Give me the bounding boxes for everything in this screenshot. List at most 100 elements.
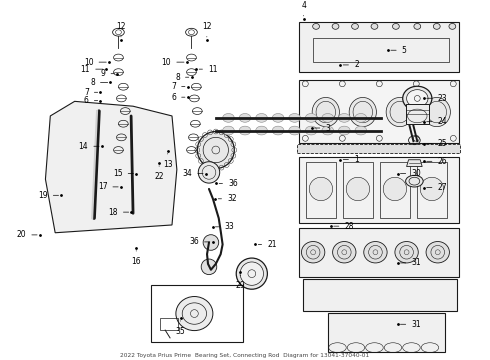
Bar: [306, 162, 336, 218]
Ellipse shape: [203, 235, 219, 250]
Text: 33: 33: [215, 222, 234, 231]
Text: 28: 28: [334, 222, 354, 231]
Text: 4: 4: [301, 1, 306, 16]
Text: 11: 11: [81, 65, 103, 74]
Bar: [150, 285, 243, 342]
Ellipse shape: [198, 162, 220, 183]
Ellipse shape: [333, 242, 356, 263]
Text: 27: 27: [427, 183, 447, 192]
Ellipse shape: [222, 113, 234, 122]
Bar: [417, 162, 446, 218]
Text: 10: 10: [84, 58, 106, 67]
Text: 36: 36: [219, 179, 238, 188]
Text: 3: 3: [315, 123, 330, 132]
Text: 20: 20: [17, 230, 37, 239]
Ellipse shape: [433, 23, 440, 29]
Text: 18: 18: [108, 208, 129, 217]
Ellipse shape: [383, 177, 407, 201]
Ellipse shape: [322, 126, 334, 135]
Text: 11: 11: [199, 65, 218, 74]
Bar: [298, 22, 459, 72]
Ellipse shape: [403, 86, 432, 111]
Ellipse shape: [364, 242, 387, 263]
Ellipse shape: [256, 113, 268, 122]
Bar: [298, 157, 459, 223]
Ellipse shape: [346, 177, 369, 201]
Text: 12: 12: [116, 22, 126, 37]
Ellipse shape: [201, 259, 217, 275]
Polygon shape: [46, 102, 177, 233]
Ellipse shape: [426, 242, 449, 263]
Ellipse shape: [239, 113, 251, 122]
Text: 14: 14: [79, 142, 99, 151]
Text: 32: 32: [218, 194, 237, 203]
Ellipse shape: [197, 131, 234, 168]
Text: 36: 36: [189, 237, 210, 246]
Ellipse shape: [420, 177, 443, 201]
Ellipse shape: [339, 126, 350, 135]
Ellipse shape: [176, 297, 213, 330]
Text: 8: 8: [175, 73, 189, 82]
Text: 16: 16: [131, 251, 141, 266]
Bar: [296, 144, 460, 153]
Text: 25: 25: [427, 139, 447, 148]
Text: 12: 12: [202, 22, 212, 37]
Bar: [303, 279, 457, 311]
Text: 1: 1: [343, 155, 359, 164]
Text: 17: 17: [98, 183, 118, 192]
Text: 19: 19: [38, 191, 59, 200]
Ellipse shape: [272, 113, 284, 122]
Bar: [406, 104, 429, 124]
Bar: [298, 80, 459, 143]
Polygon shape: [407, 160, 422, 167]
Ellipse shape: [272, 126, 284, 135]
Ellipse shape: [406, 175, 423, 187]
Text: 6: 6: [171, 93, 185, 102]
Bar: [160, 319, 178, 330]
Ellipse shape: [395, 242, 418, 263]
Ellipse shape: [355, 126, 367, 135]
Bar: [380, 162, 410, 218]
Ellipse shape: [423, 98, 450, 127]
Text: 21: 21: [258, 240, 277, 249]
Text: 8: 8: [90, 78, 108, 87]
Text: 15: 15: [113, 169, 133, 178]
Text: 6: 6: [84, 96, 98, 105]
Text: 24: 24: [427, 117, 447, 126]
Text: 31: 31: [400, 258, 421, 267]
Ellipse shape: [449, 23, 456, 29]
Bar: [328, 312, 444, 351]
Ellipse shape: [407, 90, 428, 107]
Ellipse shape: [309, 177, 333, 201]
Text: 23: 23: [427, 94, 447, 103]
Ellipse shape: [322, 113, 334, 122]
Ellipse shape: [256, 126, 268, 135]
Text: 26: 26: [427, 157, 447, 166]
Text: 2: 2: [343, 60, 359, 69]
Ellipse shape: [313, 23, 319, 29]
Text: 5: 5: [391, 46, 407, 55]
Ellipse shape: [301, 242, 325, 263]
Text: 10: 10: [162, 58, 184, 67]
Ellipse shape: [289, 126, 300, 135]
Ellipse shape: [239, 126, 251, 135]
Text: 30: 30: [400, 169, 421, 178]
Text: 22: 22: [154, 166, 164, 181]
Ellipse shape: [349, 98, 376, 127]
Ellipse shape: [236, 258, 268, 289]
Ellipse shape: [332, 23, 339, 29]
Text: 9: 9: [100, 69, 114, 78]
Text: 34: 34: [182, 169, 203, 178]
Text: 7: 7: [84, 88, 98, 97]
Ellipse shape: [305, 113, 317, 122]
Text: 29: 29: [235, 275, 245, 290]
Ellipse shape: [414, 23, 421, 29]
Ellipse shape: [312, 98, 340, 127]
Bar: [298, 228, 459, 276]
Text: 13: 13: [163, 154, 172, 168]
Text: 35: 35: [176, 321, 186, 336]
Ellipse shape: [352, 23, 358, 29]
Ellipse shape: [355, 113, 367, 122]
Ellipse shape: [289, 113, 300, 122]
Ellipse shape: [339, 113, 350, 122]
